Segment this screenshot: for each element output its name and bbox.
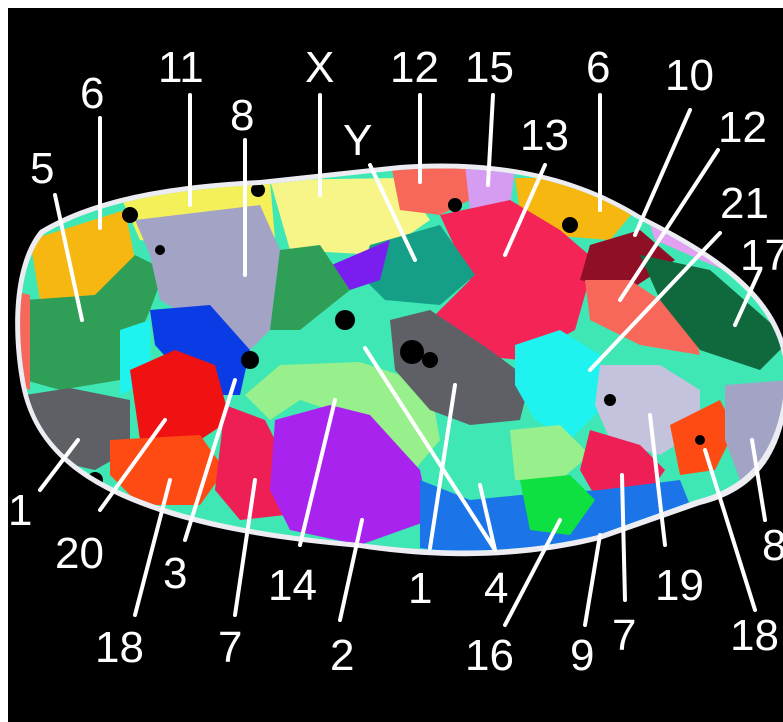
label-1-center: 1 (408, 564, 432, 613)
region-18-left (110, 435, 225, 505)
label-8-top: 8 (230, 91, 254, 140)
label-8-right: 8 (762, 521, 783, 570)
region-16 (520, 475, 595, 535)
region-12-left (20, 290, 30, 390)
label-19: 19 (655, 561, 704, 610)
label-3: 3 (163, 549, 187, 598)
label-12-right: 12 (718, 103, 767, 152)
label-14: 14 (268, 561, 317, 610)
label-5: 5 (30, 144, 54, 193)
label-11: 11 (158, 43, 204, 92)
region-15 (465, 168, 515, 210)
label-16: 16 (465, 631, 514, 680)
label-10: 10 (665, 51, 714, 100)
label-7-left: 7 (218, 623, 242, 672)
label-18-right: 18 (730, 611, 779, 660)
label-15: 15 (465, 43, 514, 92)
region-X (270, 178, 430, 255)
label-9: 9 (570, 631, 594, 680)
label-6-right: 6 (586, 43, 610, 92)
region-21 (515, 330, 600, 440)
tissue-regions (20, 168, 783, 551)
region-1-center (390, 310, 530, 425)
region-labels: 6 11 X 12 15 6 10 8 Y 13 12 5 21 17 1 20… (8, 43, 783, 680)
label-Y: Y (343, 116, 372, 165)
region-6-left (30, 210, 135, 300)
region-20 (130, 350, 230, 440)
label-1-left: 1 (8, 486, 32, 535)
segmentation-map: 6 11 X 12 15 6 10 8 Y 13 12 5 21 17 1 20… (8, 43, 783, 680)
label-21: 21 (720, 179, 769, 228)
label-7-right: 7 (612, 611, 636, 660)
label-pointers (38, 93, 767, 627)
label-6-left: 6 (80, 69, 104, 118)
label-4: 4 (484, 564, 508, 613)
region-13 (430, 200, 595, 360)
region-17 (640, 255, 783, 370)
label-17: 17 (740, 231, 783, 280)
label-2: 2 (330, 631, 354, 680)
region-3 (150, 305, 250, 395)
segmentation-figure: 6 11 X 12 15 6 10 8 Y 13 12 5 21 17 1 20… (8, 8, 783, 722)
label-X: X (305, 43, 334, 92)
label-13: 13 (520, 111, 569, 160)
label-18-left: 18 (95, 623, 144, 672)
label-20: 20 (55, 529, 104, 578)
label-12-top: 12 (390, 43, 439, 92)
